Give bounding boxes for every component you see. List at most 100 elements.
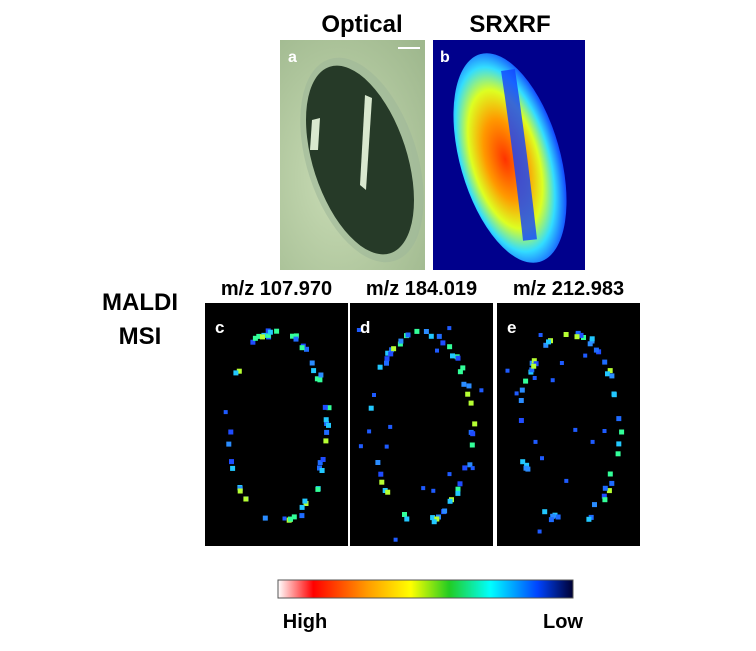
maldi-label: MALDI <box>102 289 178 316</box>
msi-pixel <box>470 466 475 471</box>
msi-pixel <box>520 459 526 465</box>
msi-pixel <box>391 346 397 352</box>
msi-pixel <box>319 468 325 473</box>
msi-pixel <box>590 439 595 444</box>
msi-pixel <box>431 488 436 493</box>
msi-pixel <box>609 480 615 486</box>
msi-pixel <box>309 360 315 366</box>
mass-label: m/z 212.983 <box>513 278 624 300</box>
msi-pixel <box>479 388 484 393</box>
msi-pixel <box>236 368 242 374</box>
msi-pixel <box>615 451 621 457</box>
msi-pixel <box>602 497 608 503</box>
msi-pixel <box>421 486 426 491</box>
msi-pixel <box>537 529 542 534</box>
msi-pixel <box>435 348 439 353</box>
msi-pixel <box>323 438 329 444</box>
msi-pixel <box>523 378 529 384</box>
msi-pixel <box>265 332 271 338</box>
msi-pixel <box>542 509 548 515</box>
msi-pixel <box>368 405 374 411</box>
msi-pixel <box>320 457 326 462</box>
msi-pixel <box>574 334 580 340</box>
msi-panels: m/z 107.970 c m/z 184.019 d m/z 212.983 e <box>205 278 640 546</box>
msi-pixel <box>317 377 323 383</box>
msi-pixel <box>256 333 262 339</box>
msi-pixel <box>250 339 256 345</box>
panel-label: a <box>288 49 297 66</box>
msi-pixel <box>229 459 234 465</box>
msi-pixel <box>317 460 323 466</box>
msi-pixel <box>550 378 555 383</box>
msi-pixel <box>602 359 608 365</box>
msi-pixel <box>223 410 228 415</box>
msi-pixel <box>519 387 525 393</box>
msi-pixel <box>317 465 322 471</box>
msi-pixel <box>378 471 384 477</box>
msi-pixel <box>323 417 329 423</box>
msi-pixel <box>529 367 535 373</box>
msi-pixel <box>318 372 324 378</box>
msi-pixel <box>274 328 280 334</box>
msi-pixel <box>460 365 466 371</box>
msi-pixel <box>233 370 239 376</box>
msi-pixel <box>465 391 471 397</box>
panel-label: d <box>360 318 370 337</box>
msi-pixel <box>428 333 434 339</box>
msi-pixel <box>291 514 297 520</box>
msi-pixel <box>358 444 363 449</box>
msi-pixel <box>559 361 564 365</box>
msi-pixel <box>293 336 299 342</box>
msi-pixel <box>589 336 595 342</box>
msi-pixel <box>609 373 615 379</box>
msi-pixel <box>531 358 537 364</box>
msi-pixel <box>440 340 446 346</box>
msi-pixel <box>385 350 391 356</box>
msi-pixel <box>543 342 549 348</box>
msi-pixel <box>436 333 442 339</box>
msi-pixel <box>455 490 461 496</box>
msi-pixel <box>299 504 305 510</box>
panel-label: c <box>215 318 224 337</box>
msi-pixel <box>384 356 390 362</box>
msi-pixel <box>282 516 287 521</box>
msi-pixel <box>611 392 617 398</box>
msi-pixel <box>573 427 578 432</box>
msi-pixel <box>293 333 299 339</box>
maldi-label: MSI <box>119 323 162 350</box>
msi-pixel <box>356 328 361 332</box>
msi-pixel <box>514 391 519 396</box>
msi-pixel <box>379 479 385 485</box>
msi-pixel <box>326 405 332 411</box>
msi-pixel <box>563 332 569 337</box>
msi-pixel <box>587 341 593 347</box>
msi-pixel <box>469 442 475 448</box>
msi-pixel <box>531 363 537 369</box>
msi-pixel <box>385 489 391 495</box>
msi-pixel <box>616 441 622 447</box>
msi-pixel <box>550 513 556 519</box>
optical-title: Optical <box>321 11 402 38</box>
msi-pixel <box>388 424 393 429</box>
msi-pixel <box>619 429 625 435</box>
msi-pixel <box>601 493 607 499</box>
msi-pixel <box>402 512 407 517</box>
msi-pixel <box>461 381 467 387</box>
msi-pixel <box>538 333 543 337</box>
msi-pixel <box>326 422 331 428</box>
msi-pixel <box>288 516 293 522</box>
msi-pixel <box>299 513 305 519</box>
msi-pixel <box>555 514 561 520</box>
msi-pixel <box>470 431 476 437</box>
colorbar <box>277 579 574 599</box>
msi-pixel <box>606 488 612 494</box>
msi-pixel <box>430 515 436 521</box>
msi-pixel <box>405 332 411 338</box>
msi-pixel <box>431 519 437 525</box>
msi-pixel <box>518 418 524 423</box>
msi-pixel <box>605 371 610 377</box>
msi-pixel <box>447 498 453 504</box>
mass-label: m/z 184.019 <box>366 278 477 300</box>
msi-pixel <box>377 364 383 370</box>
